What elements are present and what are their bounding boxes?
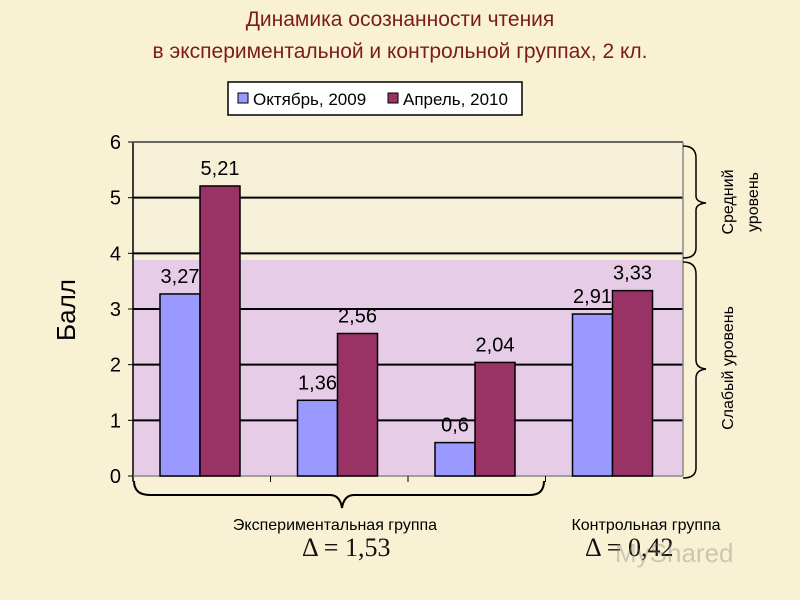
bar-april (199, 185, 241, 477)
legend-box (227, 81, 523, 116)
data-label: 3,33 (613, 263, 652, 285)
legend-label: Октябрь, 2009 (253, 90, 366, 109)
data-label: 1,36 (298, 372, 337, 394)
data-label: 5,21 (201, 158, 240, 180)
bar-april (611, 289, 654, 477)
legend-label: Апрель, 2010 (403, 90, 508, 109)
data-label: 3,27 (161, 266, 200, 288)
y-tick-label: 5 (110, 188, 121, 210)
y-tick-label: 1 (110, 410, 121, 432)
y-tick-label: 6 (110, 132, 121, 154)
delta-control: Δ = 0,42 (585, 533, 674, 562)
group-label-experimental: Экспериментальная группа (233, 517, 437, 534)
data-label: 2,04 (476, 334, 515, 356)
band-label-medium-2: уровень (745, 172, 762, 232)
brace-experimental (133, 480, 545, 509)
bar-october (296, 399, 339, 477)
y-tick-label: 2 (110, 355, 121, 377)
data-label: 2,56 (338, 305, 377, 327)
y-tick-label: 4 (110, 243, 121, 265)
y-axis-label: Балл (51, 279, 81, 341)
bar-april (336, 332, 379, 477)
title-line-1: Динамика осознанности чтения (245, 8, 555, 31)
band-label-weak: Слабый уровень (720, 306, 737, 430)
y-tick-label: 0 (110, 466, 121, 488)
legend-swatch (387, 92, 399, 104)
data-label: 0,6 (441, 415, 469, 437)
brace-weak (682, 261, 707, 479)
data-label: 2,91 (573, 286, 612, 308)
bar-october (434, 441, 476, 477)
group-label-control: Контрольная группа (571, 517, 720, 534)
delta-experimental: Δ = 1,53 (302, 533, 391, 562)
bar-april (474, 361, 516, 477)
band-label-medium-1: Средний (720, 169, 737, 234)
watermark: MyShared (615, 538, 734, 568)
title-line-2: в экспериментальной и контрольной группа… (152, 40, 648, 63)
bar-october (159, 293, 201, 477)
brace-medium (682, 145, 707, 259)
legend-swatch (237, 92, 249, 104)
bar-october (571, 313, 614, 477)
y-tick-label: 3 (110, 299, 121, 321)
